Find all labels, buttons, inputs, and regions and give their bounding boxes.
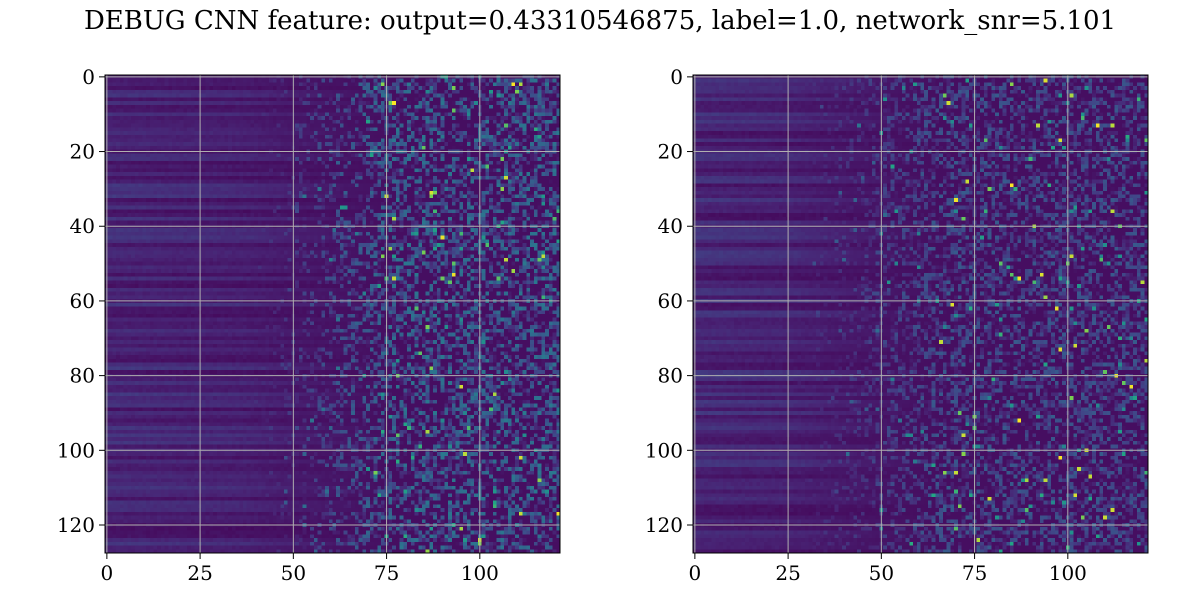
y-tick-label: 0 [670,65,683,89]
y-tick-label: 0 [82,65,95,89]
x-tick-label: 50 [281,561,306,585]
y-tick-label: 120 [57,513,95,537]
x-tick-label: 0 [100,561,113,585]
y-tick-label: 80 [70,364,95,388]
y-tick-label: 60 [70,289,95,313]
x-tick-label: 100 [461,561,499,585]
y-tick-label: 100 [57,438,95,462]
heatmap-panel-left: 0 25 50 75 100 0 20 40 60 80 100 120 [57,65,561,585]
chart-title: DEBUG CNN feature: output=0.43310546875,… [83,6,1117,36]
y-tick-label: 20 [658,140,683,164]
y-tick-label: 40 [70,214,95,238]
x-tick-label: 100 [1049,561,1087,585]
heatmap-cells [105,75,560,553]
axes-frame [692,74,1149,554]
y-tick-label: 60 [658,289,683,313]
heatmap-cells [693,75,1148,553]
x-tick-label: 75 [962,561,987,585]
x-tick-label: 50 [869,561,894,585]
x-tick-label: 25 [187,561,212,585]
x-tick-label: 75 [374,561,399,585]
axes-frame [104,74,561,554]
heatmap-panel-right: 0 25 50 75 100 0 20 40 60 80 100 120 [645,65,1149,585]
y-tick-label: 20 [70,140,95,164]
x-tick-label: 0 [688,561,701,585]
y-tick-label: 120 [645,513,683,537]
y-tick-label: 40 [658,214,683,238]
x-tick-label: 25 [775,561,800,585]
y-tick-label: 100 [645,438,683,462]
y-tick-label: 80 [658,364,683,388]
